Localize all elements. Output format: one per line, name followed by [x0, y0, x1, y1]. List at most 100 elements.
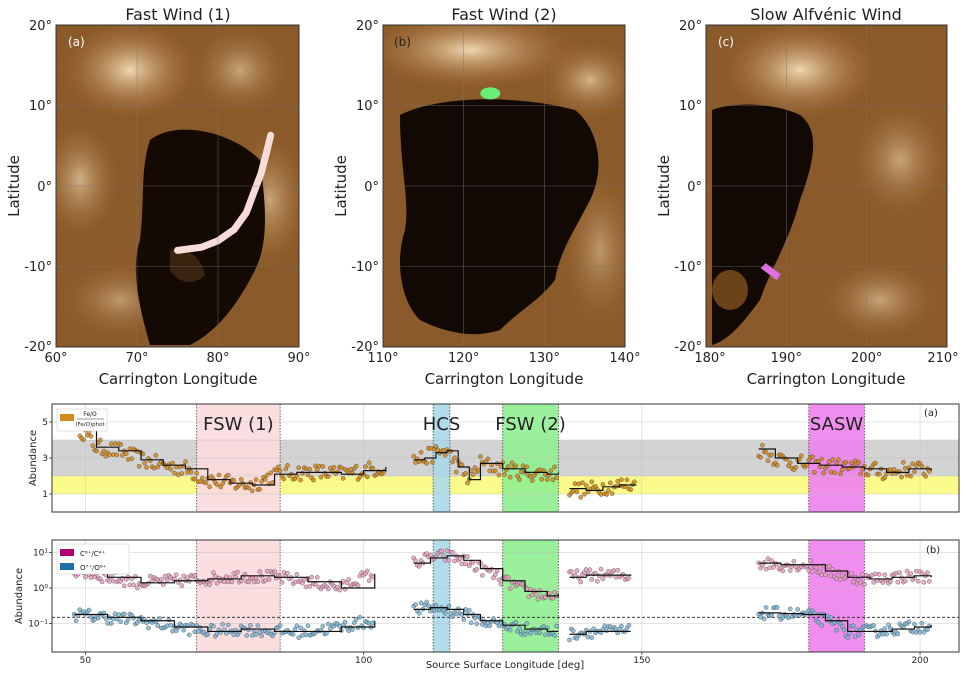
o-ratio-point [296, 635, 301, 640]
fe-o-point [583, 483, 589, 488]
image-c-euv-map [706, 25, 947, 347]
fe-o-point [353, 463, 359, 469]
c-ratio-point [572, 572, 578, 578]
c-ratio-point [606, 569, 611, 574]
o-ratio-point [361, 625, 366, 631]
c-ratio-point [496, 577, 502, 583]
legend-swatch-o-ratio [60, 563, 74, 570]
c-ratio-point [326, 586, 331, 592]
o-ratio-point [851, 623, 856, 629]
o-ratio-point [155, 623, 160, 628]
o-ratio-step-line [413, 607, 559, 633]
c-ratio-point [552, 590, 557, 595]
o-ratio-point [255, 623, 261, 628]
c-ratio-point [366, 578, 372, 583]
o-ratio-point [86, 607, 92, 613]
fe-o-point [459, 462, 465, 468]
legend-o-ratio-label: O⁷⁺/O⁶⁺ [80, 564, 107, 572]
fe-o-point [97, 437, 103, 443]
fe-o-point [142, 460, 148, 466]
plot-b-xtick: 200 [911, 656, 928, 666]
image-a-ytick: 0° [37, 180, 52, 195]
c-ratio-point [578, 579, 583, 585]
fe-o-point [307, 466, 313, 472]
o-ratio-point [229, 628, 235, 634]
c-ratio-point [450, 550, 455, 555]
o-ratio-point [517, 625, 522, 631]
c-ratio-point [257, 569, 263, 574]
fe-o-point [570, 488, 576, 494]
fe-o-point [502, 472, 507, 477]
image-a-grid [56, 25, 299, 347]
fe-o-point [760, 443, 765, 448]
fe-o-point [454, 469, 459, 475]
fe-o-point [632, 479, 637, 485]
o-ratio-point [524, 621, 530, 626]
o-ratio-point [552, 633, 557, 638]
fe-o-point [608, 480, 613, 486]
fe-o-point [348, 466, 353, 472]
c-ratio-point [587, 567, 593, 573]
c-ratio-point [780, 568, 786, 574]
fe-o-point [188, 469, 194, 475]
fe-o-point [899, 474, 904, 480]
o-ratio-point [205, 631, 211, 637]
fe-o-point [537, 467, 543, 472]
o-ratio-point [198, 625, 203, 630]
plot-a-ytick: 5 [42, 418, 48, 428]
fe-o-point [901, 460, 906, 465]
image-a-ytick: 10° [29, 99, 52, 114]
c-ratio-point [314, 575, 320, 580]
o-ratio-point [250, 633, 255, 638]
c-ratio-point [99, 579, 105, 585]
fe-o-point [331, 464, 337, 470]
fe-o-point [296, 465, 301, 470]
o-ratio-point [186, 632, 192, 638]
o-ratio-point [157, 616, 162, 621]
fe-o-point [758, 455, 763, 460]
o-ratio-point [834, 627, 839, 633]
o-ratio-point [326, 621, 331, 627]
fe-o-point [320, 464, 326, 469]
image-c-xtick: 190° [771, 351, 802, 366]
fe-o-point [908, 473, 914, 479]
fe-o-point [311, 477, 316, 483]
fe-o-point [578, 495, 583, 500]
o-ratio-step-line [74, 613, 376, 633]
c-ratio-point [446, 557, 452, 563]
c-ratio-point [365, 568, 370, 574]
image-c-ytick: 0° [687, 180, 702, 195]
c-ratio-point [621, 572, 626, 577]
fe-o-point [366, 460, 372, 465]
c-ratio-point [826, 563, 832, 569]
plot-b-xtick: 50 [80, 656, 92, 666]
c-ratio-point [902, 578, 908, 583]
fe-o-point [821, 470, 826, 476]
fe-o-point [365, 474, 370, 480]
o-ratio-point [253, 632, 259, 637]
o-ratio-point [298, 625, 303, 631]
image-panel-c: Slow Alfvénic Wind (c) 20° 10° 0° -10° -… [655, 5, 959, 388]
c-ratio-point [860, 572, 865, 577]
image-b-footpoint-blob [480, 87, 501, 100]
image-a-panel-label: (a) [68, 35, 85, 49]
fe-o-point [114, 452, 120, 458]
c-ratio-point [255, 579, 261, 584]
c-ratio-point [474, 567, 480, 572]
c-ratio-point [135, 585, 140, 591]
image-b-ytick: 0° [364, 180, 379, 195]
image-a-ylabel: Latitude [5, 155, 23, 217]
region-label-2: FSW (2) [495, 414, 565, 435]
fe-o-point [897, 469, 902, 475]
image-a-title: Fast Wind (1) [125, 5, 230, 24]
o-ratio-point [125, 617, 131, 623]
o-ratio-point [442, 611, 448, 616]
c-ratio-point [596, 573, 602, 579]
image-c-xlabel: Carrington Longitude [747, 370, 906, 388]
fe-o-point [493, 468, 498, 473]
fe-o-point [574, 489, 580, 495]
fe-o-point [118, 442, 123, 447]
fe-o-point [144, 465, 149, 470]
fe-o-point [214, 482, 220, 487]
fe-o-point [129, 456, 135, 462]
